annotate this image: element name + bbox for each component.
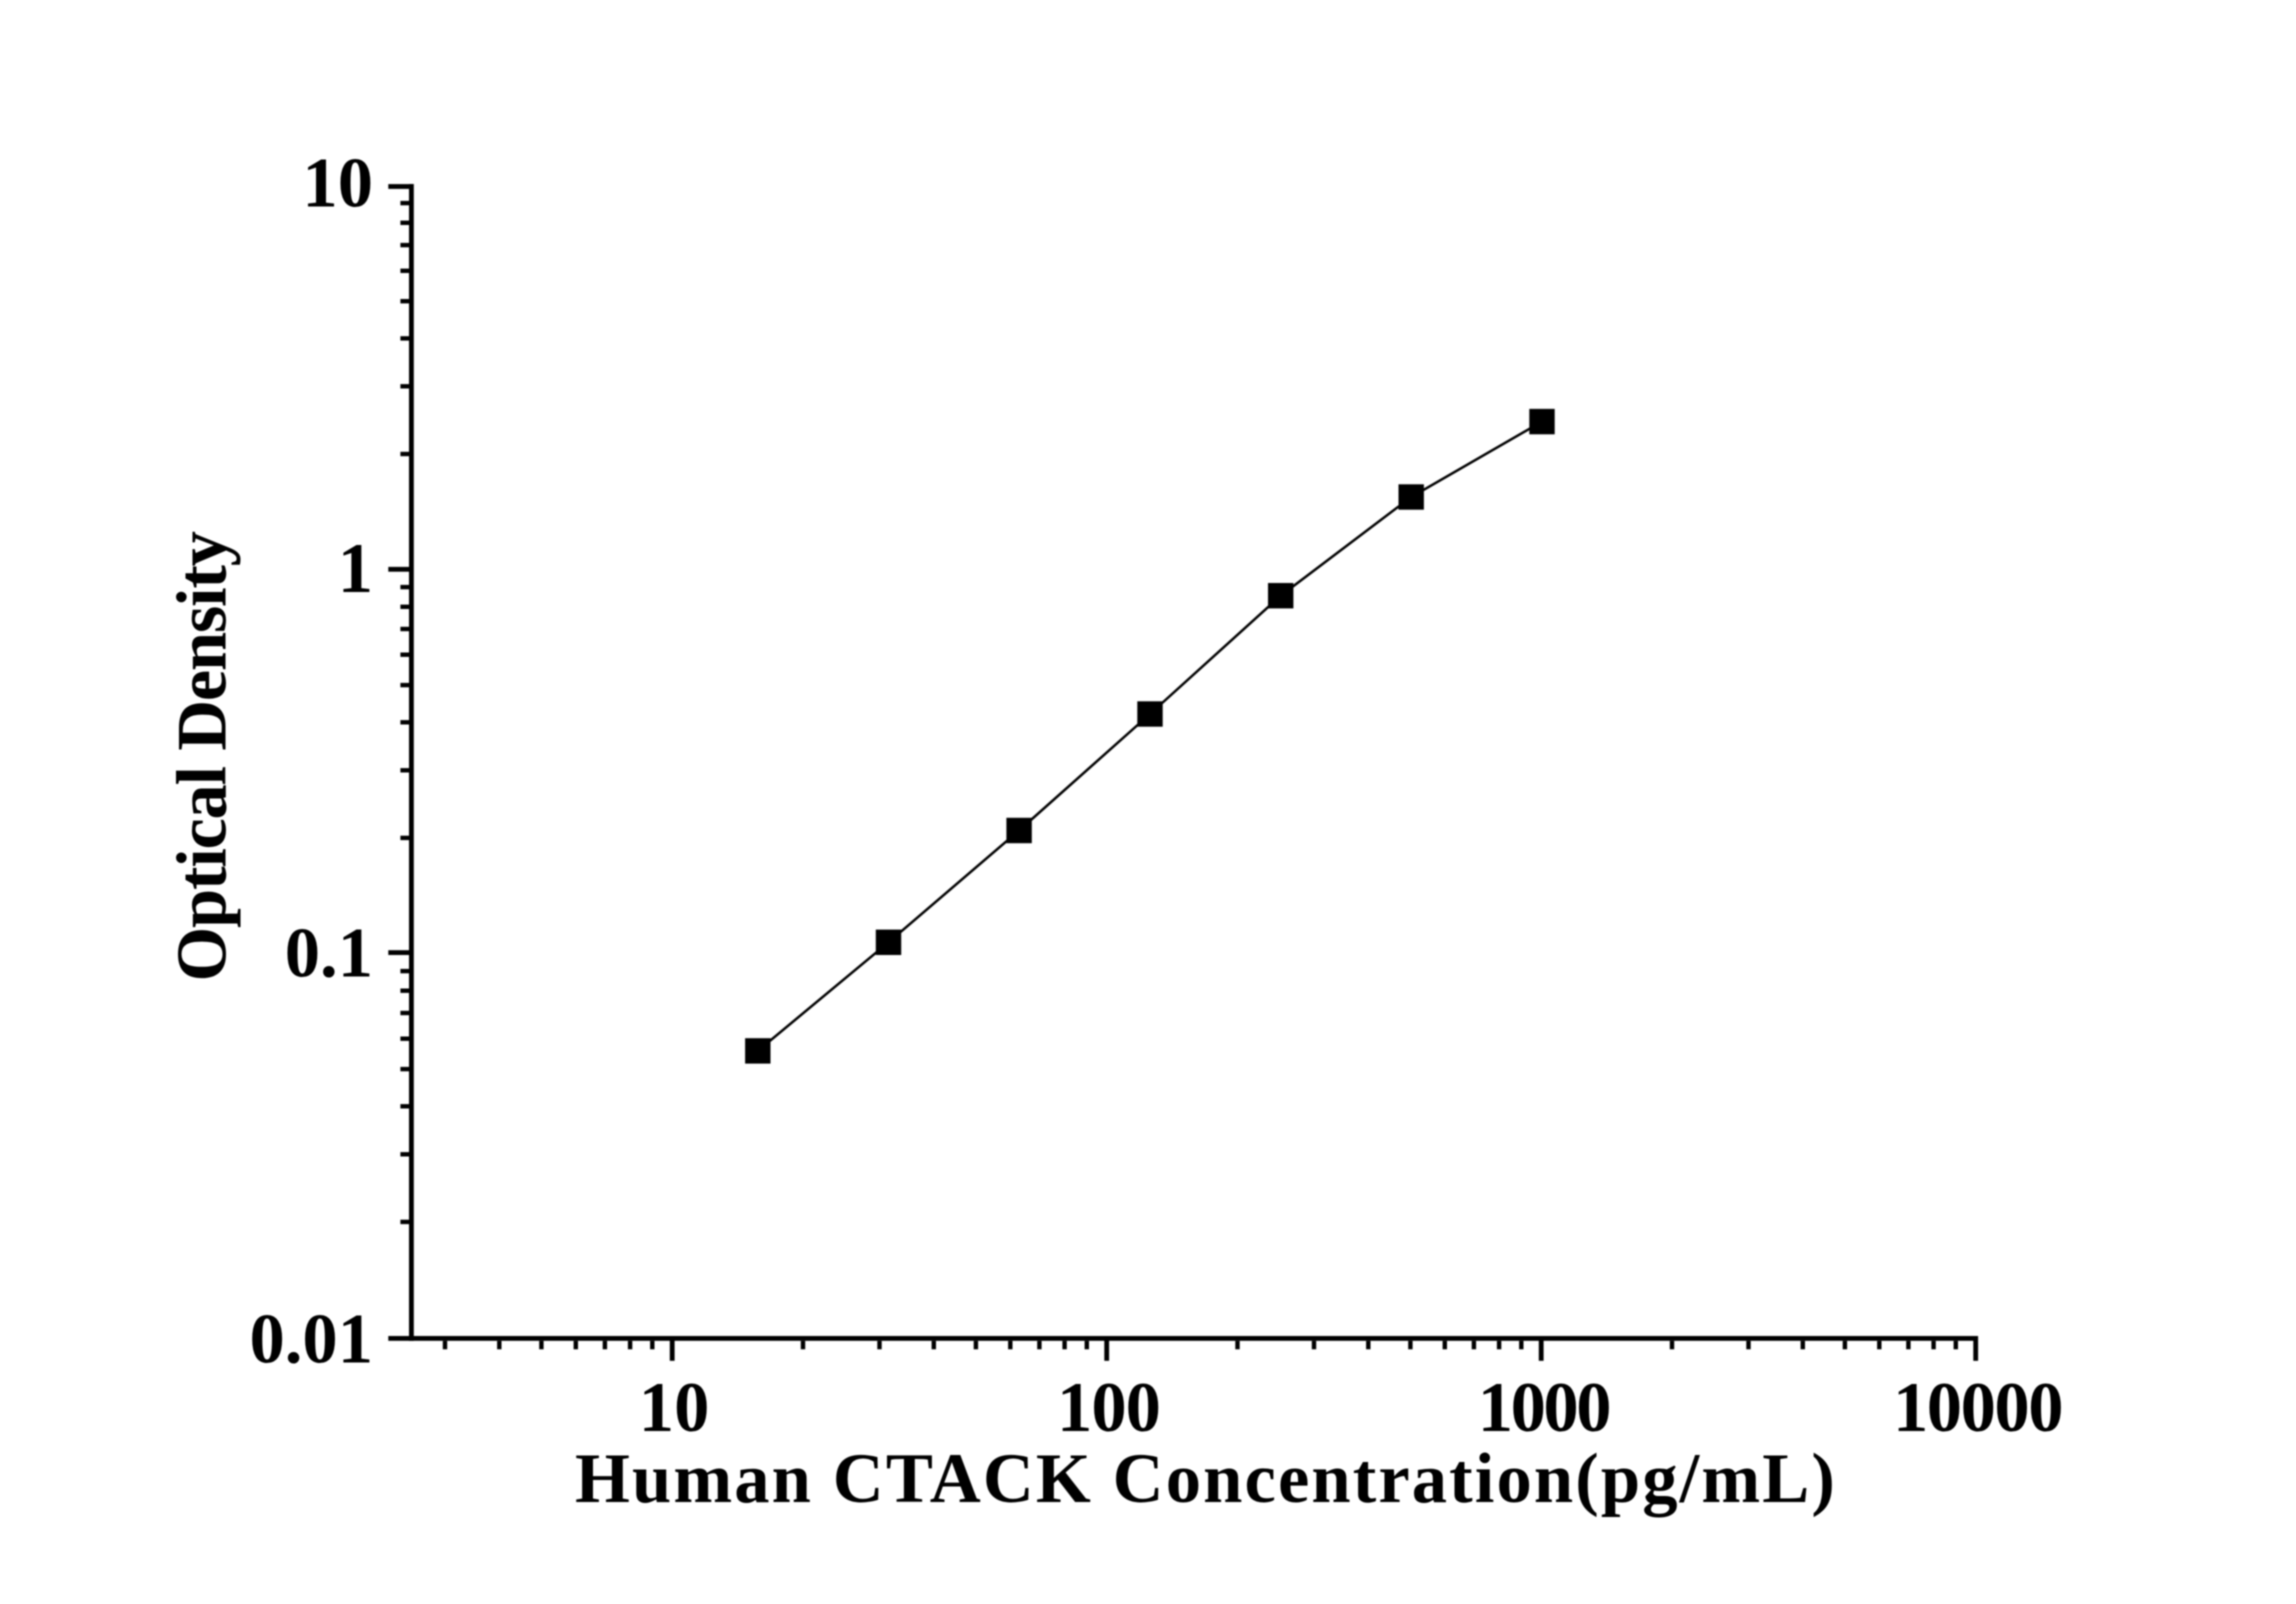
svg-text:10: 10 [639, 1369, 710, 1447]
svg-text:0.01: 0.01 [249, 1300, 373, 1378]
svg-text:0.1: 0.1 [285, 915, 373, 993]
svg-text:10000: 10000 [1893, 1369, 2062, 1447]
svg-text:1: 1 [338, 530, 373, 608]
svg-text:100: 100 [1057, 1369, 1160, 1447]
svg-text:10: 10 [302, 145, 373, 223]
svg-text:Optical Density: Optical Density [164, 531, 242, 981]
svg-text:1000: 1000 [1478, 1369, 1609, 1447]
svg-text:Human CTACK Concentration(pg/m: Human CTACK Concentration(pg/mL) [575, 1440, 1837, 1518]
